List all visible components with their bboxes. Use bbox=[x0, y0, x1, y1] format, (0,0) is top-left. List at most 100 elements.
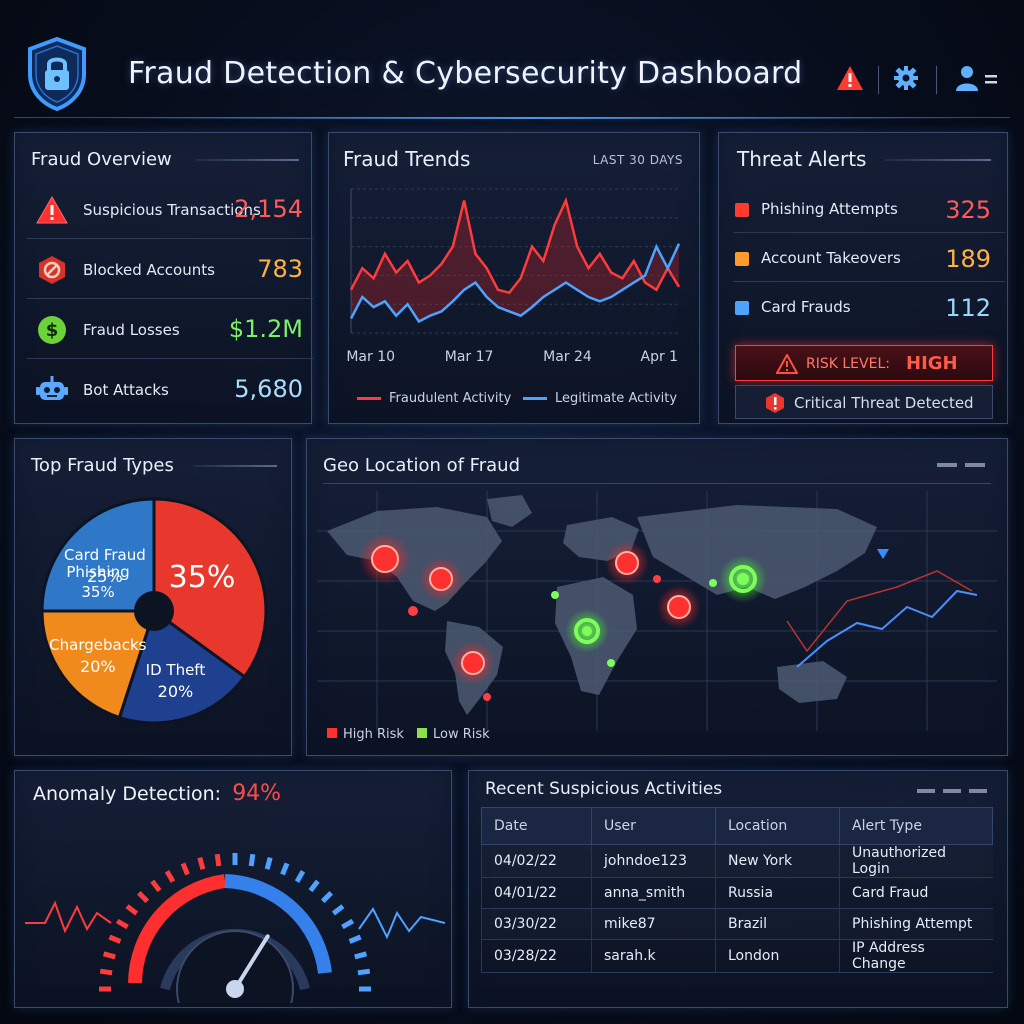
header-separator bbox=[936, 66, 937, 94]
alert-value: 112 bbox=[945, 294, 991, 322]
cell-user: sarah.k bbox=[591, 939, 716, 973]
legend-low-swatch bbox=[417, 728, 427, 738]
panel-menu-dashes[interactable] bbox=[917, 789, 987, 793]
gauge-tick bbox=[341, 918, 355, 930]
col-alert-type[interactable]: Alert Type bbox=[839, 807, 993, 845]
overview-value: 2,154 bbox=[234, 195, 303, 223]
overview-label: Blocked Accounts bbox=[83, 261, 215, 279]
table-row[interactable]: 04/02/22 johndoe123 New York Unauthorize… bbox=[481, 844, 993, 878]
gauge-tick bbox=[197, 856, 206, 870]
panel-title: Fraud Trends bbox=[343, 147, 471, 171]
col-location[interactable]: Location bbox=[715, 807, 840, 845]
cell-alert-type: Phishing Attempt bbox=[839, 908, 993, 940]
panel-title: Threat Alerts bbox=[737, 147, 867, 171]
alert-label: Phishing Attempts bbox=[761, 200, 898, 218]
gauge-tick bbox=[180, 862, 190, 876]
cell-user: anna_smith bbox=[591, 877, 716, 909]
dashboard-header: Fraud Detection & Cybersecurity Dashboar… bbox=[14, 18, 1010, 119]
robot-icon bbox=[35, 375, 69, 405]
legend-high-risk: High Risk bbox=[327, 727, 404, 742]
gauge-tick bbox=[150, 879, 162, 893]
cell-alert-type: IP Address Change bbox=[839, 939, 993, 973]
fraud-overview-panel: Fraud Overview Suspicious Transactions 2… bbox=[14, 132, 313, 424]
overview-label: Fraud Losses bbox=[83, 321, 180, 339]
cell-date: 04/01/22 bbox=[481, 877, 592, 909]
legend-low-label: Low Risk bbox=[433, 727, 490, 742]
cell-alert-type: Unauthorized Login bbox=[839, 844, 993, 878]
menu-dash bbox=[969, 789, 987, 793]
cell-date: 03/28/22 bbox=[481, 939, 592, 973]
risk-level-badge[interactable]: RISK LEVEL: HIGH bbox=[735, 345, 993, 381]
anomaly-gauge bbox=[25, 853, 445, 1003]
x-tick-label: Mar 17 bbox=[445, 349, 494, 365]
overview-row-losses[interactable]: $ Fraud Losses $1.2M bbox=[27, 301, 313, 359]
title-rule bbox=[193, 465, 277, 467]
threat-alerts-panel: Threat Alerts Phishing Attempts 325 Acco… bbox=[718, 132, 1008, 424]
gauge-tick bbox=[99, 968, 113, 976]
fraud-trend-chart: Mar 10 Mar 17 Mar 24 Apr 1 bbox=[346, 188, 681, 365]
activities-table: Date User Location Alert Type 04/02/22 j… bbox=[481, 807, 993, 973]
gear-icon[interactable] bbox=[888, 60, 924, 96]
pie-slice bbox=[40, 609, 157, 720]
overview-row-blocked[interactable]: Blocked Accounts 783 bbox=[27, 241, 313, 299]
critical-threat-badge[interactable]: Critical Threat Detected bbox=[735, 385, 993, 419]
table-row[interactable]: 03/30/22 mike87 Brazil Phishing Attempt bbox=[481, 908, 993, 940]
overview-value: 783 bbox=[257, 255, 303, 283]
fraud-series-area bbox=[351, 200, 679, 322]
alert-label: Account Takeovers bbox=[761, 249, 901, 267]
menu-dash bbox=[943, 789, 961, 793]
table-row[interactable]: 03/28/22 sarah.k London IP Address Chang… bbox=[481, 939, 993, 973]
cell-location: New York bbox=[715, 844, 840, 878]
col-user[interactable]: User bbox=[591, 807, 716, 845]
gauge-tick bbox=[264, 856, 273, 870]
overview-value: 5,680 bbox=[234, 375, 303, 403]
blocked-hexagon-icon bbox=[35, 255, 69, 285]
user-menu-icon[interactable] bbox=[950, 60, 1006, 96]
warning-triangle-icon bbox=[35, 195, 69, 225]
alert-value: 325 bbox=[945, 196, 991, 224]
gauge-tick bbox=[137, 891, 150, 904]
gauge-needle bbox=[233, 934, 270, 991]
pulse-left bbox=[25, 900, 112, 934]
gauge-tick bbox=[214, 853, 222, 867]
alert-value: 189 bbox=[945, 245, 991, 273]
gauge-tick bbox=[248, 853, 256, 867]
title-rule bbox=[195, 159, 299, 161]
gauge-hub bbox=[226, 980, 244, 998]
overview-row-suspicious[interactable]: Suspicious Transactions 2,154 bbox=[27, 181, 313, 239]
gauge-tick bbox=[294, 869, 306, 883]
alert-row-takeovers[interactable]: Account Takeovers 189 bbox=[733, 234, 1005, 282]
cell-location: Russia bbox=[715, 877, 840, 909]
overview-row-bots[interactable]: Bot Attacks 5,680 bbox=[27, 361, 313, 419]
dollar-coin-icon: $ bbox=[35, 315, 69, 345]
table-row[interactable]: 04/01/22 anna_smith Russia Card Fraud bbox=[481, 877, 993, 909]
pie-percent: 20% bbox=[158, 682, 194, 701]
risk-value: HIGH bbox=[906, 353, 958, 374]
alert-swatch bbox=[735, 301, 749, 315]
cell-user: mike87 bbox=[591, 908, 716, 940]
col-date[interactable]: Date bbox=[481, 807, 592, 845]
cell-location: London bbox=[715, 939, 840, 973]
legend-fraud-swatch bbox=[357, 397, 381, 400]
panel-menu-dashes[interactable] bbox=[937, 463, 987, 467]
pie-percent: 25% bbox=[87, 567, 123, 586]
greenland-shape bbox=[487, 495, 532, 527]
cell-date: 03/30/22 bbox=[481, 908, 592, 940]
menu-dash bbox=[965, 463, 985, 467]
legend-legit: Legitimate Activity bbox=[523, 391, 677, 406]
anomaly-title-row: Anomaly Detection: 94% bbox=[33, 781, 281, 806]
period-label[interactable]: LAST 30 DAYS bbox=[592, 153, 683, 167]
pie-slice bbox=[40, 497, 156, 613]
anomaly-title: Anomaly Detection: bbox=[33, 783, 222, 805]
pie-label: Chargebacks bbox=[49, 636, 146, 654]
alert-row-cards[interactable]: Card Frauds 112 bbox=[733, 283, 1005, 331]
north-america-shape bbox=[327, 507, 502, 611]
menu-dash bbox=[917, 789, 935, 793]
alert-row-phishing[interactable]: Phishing Attempts 325 bbox=[733, 185, 1005, 233]
legend-legit-label: Legitimate Activity bbox=[555, 391, 678, 406]
x-tick-label: Apr 1 bbox=[641, 349, 679, 365]
alert-swatch bbox=[735, 203, 749, 217]
world-map bbox=[317, 491, 997, 731]
pie-label: Phishing bbox=[66, 563, 129, 581]
alert-triangle-icon[interactable] bbox=[832, 60, 868, 96]
